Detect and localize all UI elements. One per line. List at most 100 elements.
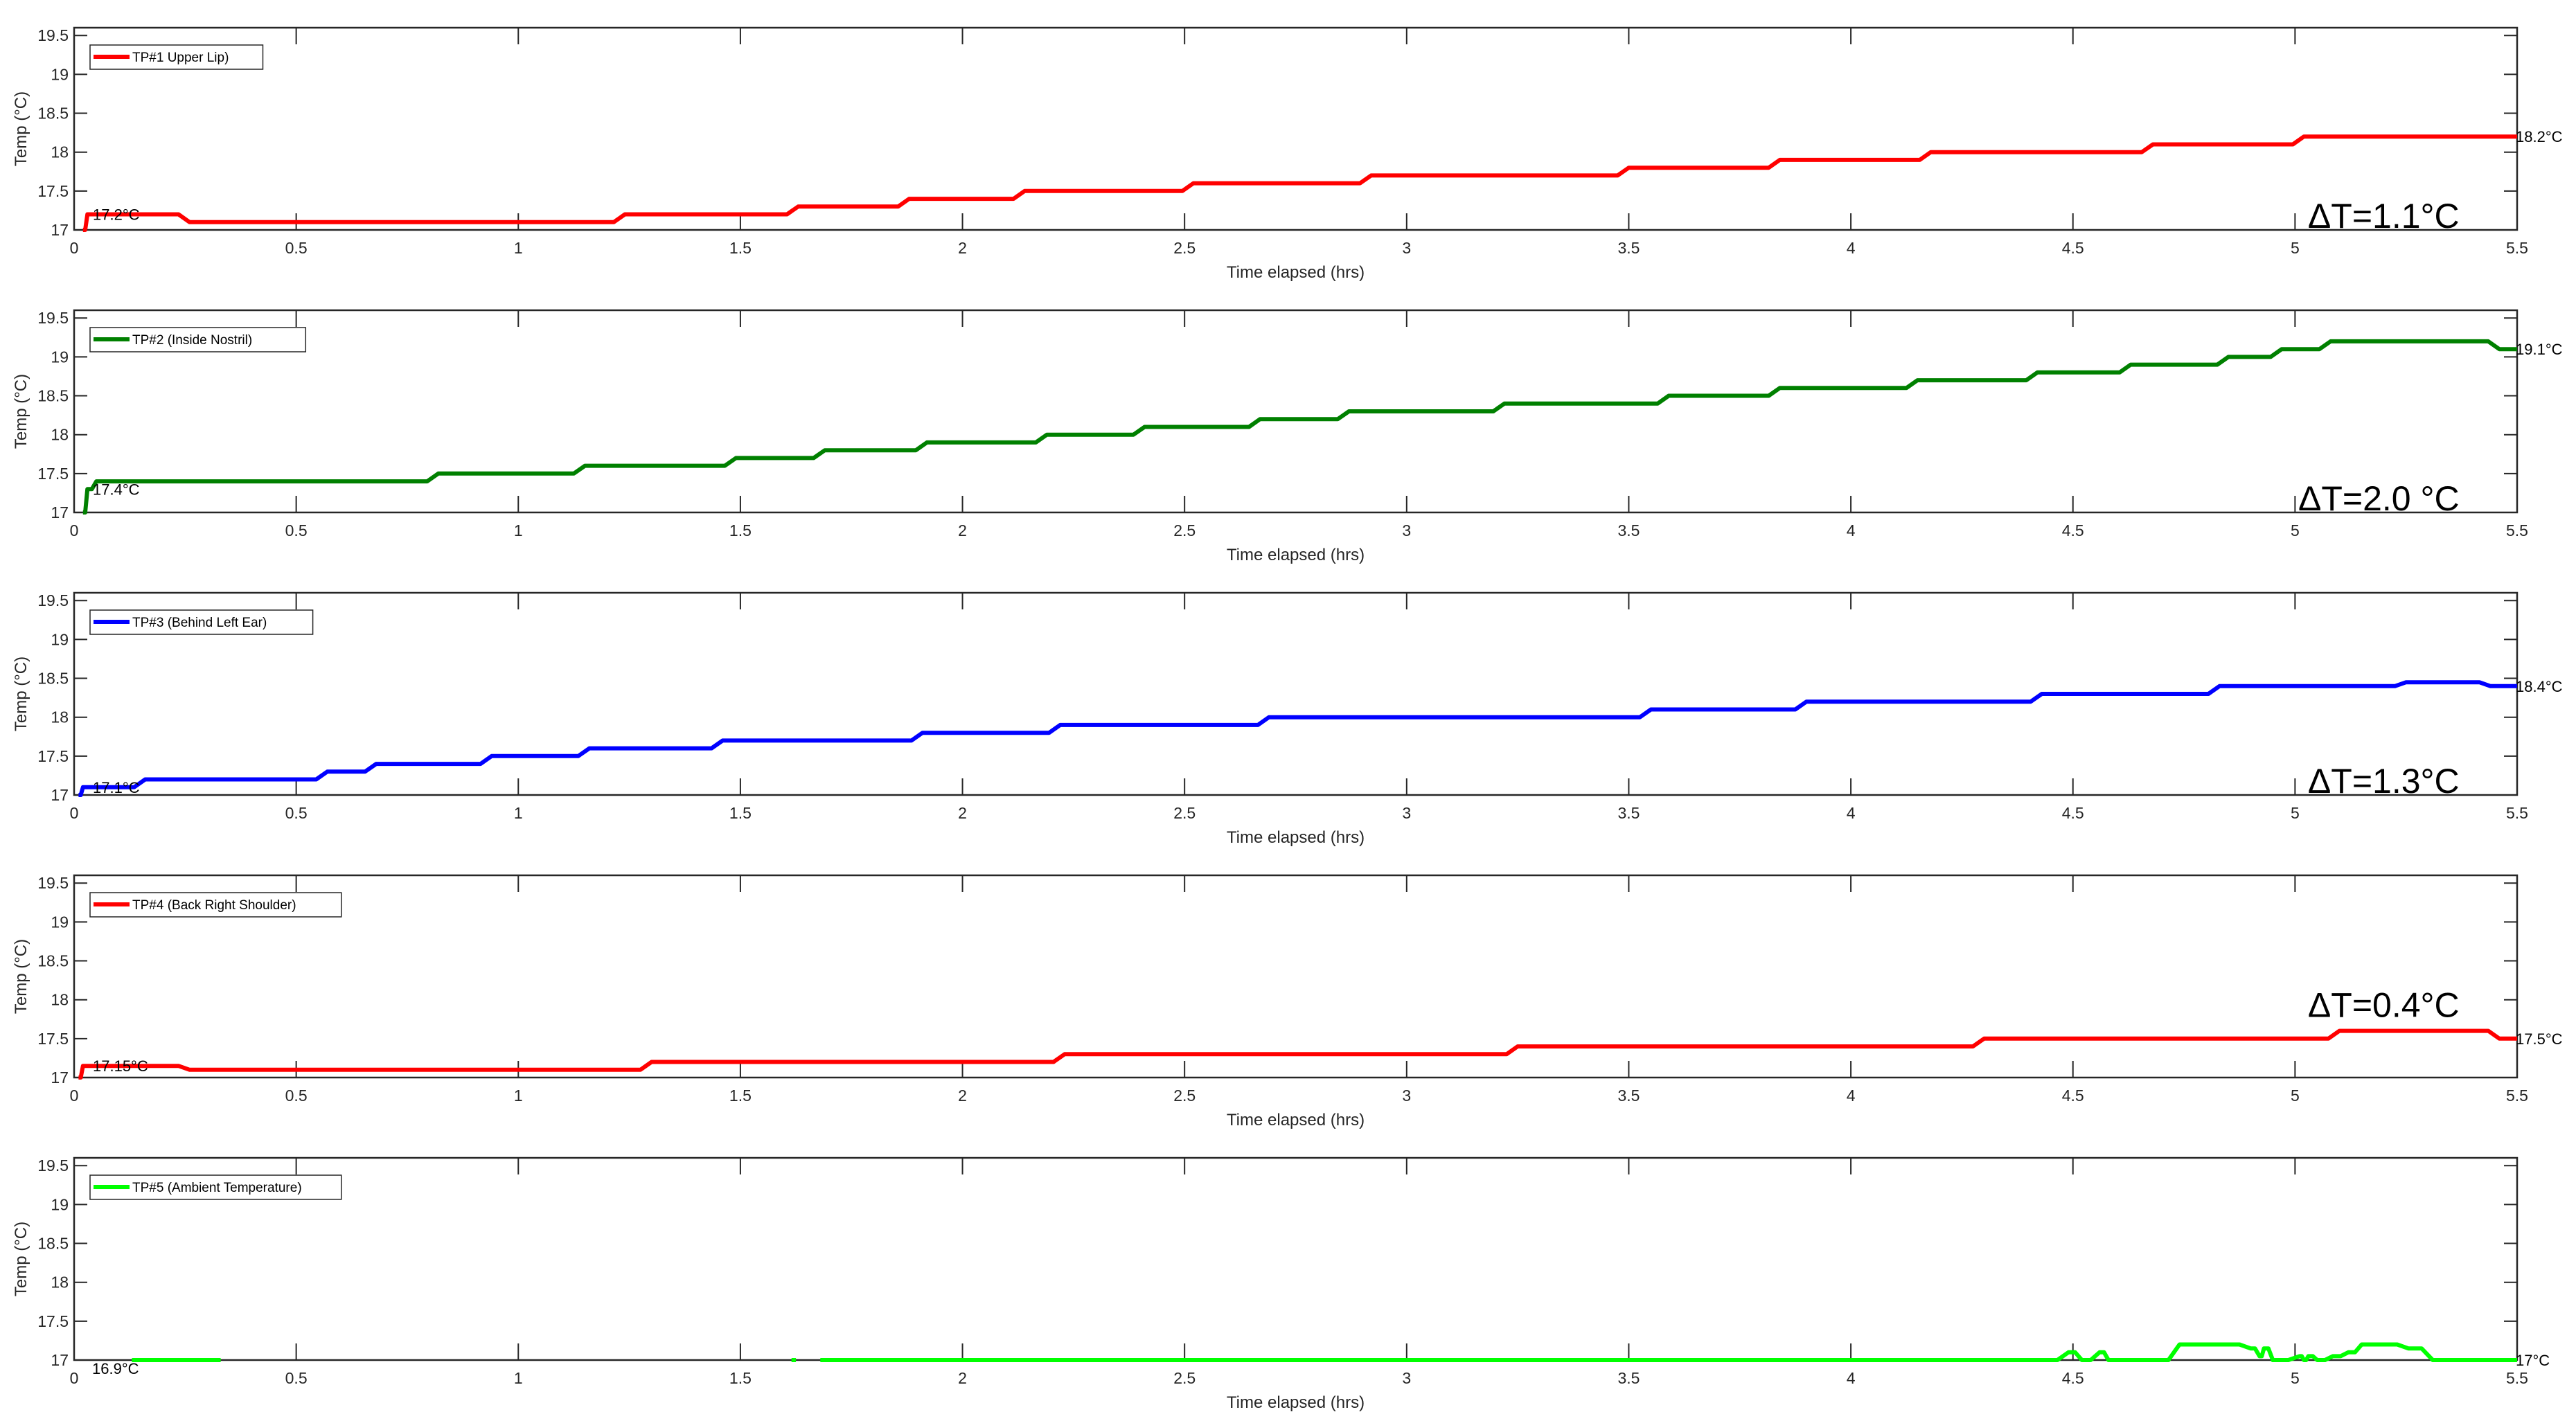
legend: TP#5 (Ambient Temperature) <box>89 1174 342 1200</box>
legend-label: TP#2 (Inside Nostril) <box>132 333 252 348</box>
x-tick-label: 4.5 <box>2062 1087 2084 1105</box>
y-tick-label: 17.5 <box>37 747 69 765</box>
x-tick-label: 2.5 <box>1173 1087 1196 1105</box>
axes-box <box>73 26 2519 231</box>
subplot-5: 0 0.5 1 1.5 2 2.5 3 3.5 4 4.5 5 5.5 17 17.5 18 18.5 19 19… <box>12 1156 2550 1412</box>
y-tick-label: 18.5 <box>37 1235 69 1253</box>
start-value-label: 17.15°C <box>93 1057 148 1075</box>
series-line-segment <box>820 1342 2517 1362</box>
legend-label: TP#1 Upper Lip) <box>132 51 229 65</box>
x-tick-label: 0 <box>70 804 79 822</box>
y-tick-label: 18.5 <box>37 105 69 123</box>
x-tick-label: 0.5 <box>285 1369 308 1387</box>
y-axis-label: Temp (°C) <box>12 656 30 731</box>
y-tick-label: 19 <box>51 913 69 931</box>
legend-label: TP#5 (Ambient Temperature) <box>132 1181 302 1195</box>
legend-label: TP#4 (Back Right Shoulder) <box>132 898 296 913</box>
y-tick-label: 18 <box>51 143 69 161</box>
y-tick-label: 19 <box>51 348 69 366</box>
legend-label: TP#3 (Behind Left Ear) <box>132 616 267 630</box>
x-tick-label: 1 <box>514 804 523 822</box>
legend: TP#1 Upper Lip) <box>89 44 264 70</box>
axes-box <box>73 1156 2519 1361</box>
x-tick-label: 1 <box>514 239 523 257</box>
y-tick-label: 19.5 <box>37 874 69 892</box>
x-tick-label: 5.5 <box>2506 521 2528 539</box>
y-tick-label: 18.5 <box>37 670 69 688</box>
y-tick-label: 17.5 <box>37 1030 69 1048</box>
x-tick-label: 4.5 <box>2062 1369 2084 1387</box>
x-tick-label: 1.5 <box>729 239 752 257</box>
x-tick-label: 3.5 <box>1617 1087 1640 1105</box>
x-tick-label: 4 <box>1847 1087 1856 1105</box>
x-tick-label: 5 <box>2291 804 2300 822</box>
x-tick-label: 3.5 <box>1617 239 1640 257</box>
y-tick-label: 17 <box>51 221 69 239</box>
legend: TP#4 (Back Right Shoulder) <box>89 892 342 918</box>
x-tick-label: 1 <box>514 521 523 539</box>
start-value-label: 16.9°C <box>92 1360 139 1377</box>
x-tick-label: 0.5 <box>285 1087 308 1105</box>
x-tick-label: 1.5 <box>729 521 752 539</box>
y-tick-label: 19.5 <box>37 26 69 44</box>
x-tick-label: 4.5 <box>2062 521 2084 539</box>
x-tick-label: 2 <box>958 239 967 257</box>
x-tick-label: 5.5 <box>2506 804 2528 822</box>
end-value-label: 19.1°C <box>2516 341 2563 358</box>
x-tick-label: 1.5 <box>729 804 752 822</box>
x-tick-label: 3 <box>1402 239 1411 257</box>
x-tick-label: 1 <box>514 1369 523 1387</box>
y-tick-label: 19 <box>51 1195 69 1213</box>
y-axis-label: Temp (°C) <box>12 374 30 449</box>
x-tick-label: 0 <box>70 1369 79 1387</box>
end-value-label: 18.4°C <box>2516 678 2563 695</box>
y-tick-label: 18 <box>51 708 69 726</box>
x-tick-label: 1.5 <box>729 1087 752 1105</box>
x-tick-label: 3 <box>1402 804 1411 822</box>
x-axis-label: Time elapsed (hrs) <box>1227 828 1365 847</box>
x-tick-label: 3.5 <box>1617 1369 1640 1387</box>
subplot-3: 0 0.5 1 1.5 2 2.5 3 3.5 4 4.5 5 5.5 17 17.5 18 18.5 19 19… <box>12 591 2563 847</box>
x-tick-label: 2 <box>958 1087 967 1105</box>
x-tick-label: 2 <box>958 1369 967 1387</box>
x-tick-label: 4.5 <box>2062 804 2084 822</box>
y-tick-label: 17.5 <box>37 182 69 200</box>
x-tick-label: 2.5 <box>1173 1369 1196 1387</box>
x-tick-label: 5 <box>2291 1087 2300 1105</box>
series-line-segment <box>78 680 2517 797</box>
x-tick-label: 2.5 <box>1173 804 1196 822</box>
x-tick-label: 4 <box>1847 521 1856 539</box>
y-tick-label: 19.5 <box>37 591 69 609</box>
y-tick-label: 17 <box>51 1069 69 1087</box>
x-tick-label: 3.5 <box>1617 521 1640 539</box>
x-tick-label: 5.5 <box>2506 1087 2528 1105</box>
x-tick-label: 1 <box>514 1087 523 1105</box>
x-tick-label: 0 <box>70 239 79 257</box>
series-line-segment <box>78 1028 2517 1080</box>
y-tick-label: 18.5 <box>37 387 69 405</box>
series-line-segment <box>82 339 2517 515</box>
y-tick-label: 19 <box>51 630 69 648</box>
legend-box <box>89 1174 342 1200</box>
y-tick-label: 17.5 <box>37 465 69 483</box>
legend-box <box>89 892 342 918</box>
end-value-label: 17°C <box>2516 1352 2550 1369</box>
x-tick-label: 2.5 <box>1173 521 1196 539</box>
x-tick-label: 3 <box>1402 1369 1411 1387</box>
x-tick-label: 4 <box>1847 804 1856 822</box>
axes-box <box>73 874 2519 1079</box>
x-tick-label: 3.5 <box>1617 804 1640 822</box>
x-tick-label: 5 <box>2291 1369 2300 1387</box>
y-tick-label: 18.5 <box>37 952 69 970</box>
x-tick-label: 5 <box>2291 521 2300 539</box>
end-value-label: 17.5°C <box>2516 1030 2563 1048</box>
x-tick-label: 3 <box>1402 1087 1411 1105</box>
y-tick-label: 18 <box>51 991 69 1009</box>
y-tick-label: 17 <box>51 1351 69 1369</box>
series-line-segment <box>82 134 2517 232</box>
x-tick-label: 4.5 <box>2062 239 2084 257</box>
y-tick-label: 18 <box>51 426 69 444</box>
start-value-label: 17.4°C <box>93 481 140 498</box>
y-tick-label: 19.5 <box>37 1156 69 1174</box>
delta-t-annotation: ΔT=1.3°C <box>2308 762 2460 801</box>
